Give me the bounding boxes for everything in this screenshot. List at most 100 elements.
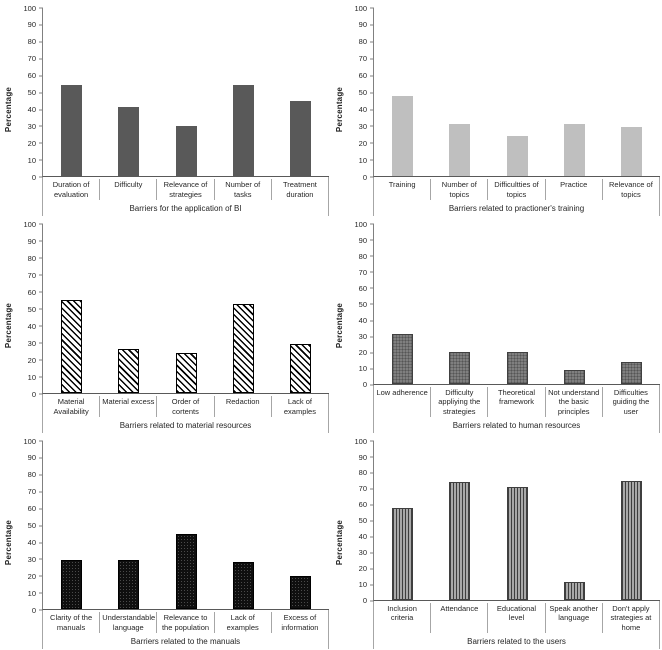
bar	[175, 533, 197, 610]
bar-slot	[272, 441, 329, 610]
y-tick-mark	[39, 223, 43, 225]
bar	[449, 351, 471, 384]
y-tick-label: 10	[27, 372, 36, 382]
y-tick-label: 40	[358, 315, 367, 325]
bar	[392, 507, 414, 600]
category-label: Inclusion criteria	[387, 603, 417, 623]
y-tick-mark	[370, 176, 374, 178]
bar	[232, 562, 254, 610]
y-tick-mark	[370, 255, 374, 257]
y-tick-mark	[39, 457, 43, 459]
bar	[175, 352, 197, 394]
bar	[563, 124, 585, 177]
y-tick-label: 80	[358, 468, 367, 478]
y-tick-mark	[39, 440, 43, 442]
bar	[620, 127, 642, 177]
y-tick-label: 60	[27, 70, 36, 80]
y-tick-label: 70	[358, 484, 367, 494]
bar	[506, 487, 528, 600]
bar-slot	[603, 8, 660, 177]
bar-slot	[215, 8, 272, 177]
bar	[61, 560, 83, 610]
y-axis-title: Percentage	[333, 218, 347, 433]
category-label: Treatment duration	[270, 179, 328, 200]
y-tick-mark	[370, 520, 374, 522]
chart-body: 0 10 20 30 40 50 60 70 80 90 100 Low adherence Diff…	[347, 218, 660, 433]
y-tick-label: 50	[27, 520, 36, 530]
y-tick-label: 30	[27, 554, 36, 564]
chart-body: 0 10 20 30 40 50 60 70 80 90 100 Material Availabi…	[16, 218, 329, 433]
y-tick-mark	[39, 109, 43, 111]
y-tick-mark	[370, 271, 374, 273]
category-label: Order of cortents	[156, 396, 213, 417]
y-tick-mark	[370, 552, 374, 554]
category-label: Not understand the basic principles	[544, 386, 602, 417]
y-tick-mark	[39, 308, 43, 310]
bar-slot	[272, 224, 329, 394]
y-tick-label: 90	[27, 20, 36, 30]
category-label: Low adherence	[376, 387, 428, 397]
y-tick-mark	[39, 359, 43, 361]
y-axis-title-text: Percentage	[4, 86, 14, 132]
y-tick-mark	[370, 384, 374, 386]
y-tick-label: 100	[23, 436, 36, 446]
y-tick-label: 100	[354, 3, 367, 13]
bar	[232, 85, 254, 177]
chart-panel: Percentage 0 10 20 30 40 50 60 70 80 90 100 Clarit…	[0, 433, 331, 649]
bar-slot	[43, 8, 100, 177]
y-tick-label: 20	[358, 138, 367, 148]
chart-body: 0 10 20 30 40 50 60 70 80 90 100 Duration of evalu…	[16, 2, 329, 216]
plot-row: 0 10 20 30 40 50 60 70 80 90 100	[347, 437, 660, 604]
category-label: Difficulties guiding the user	[601, 386, 659, 417]
bar	[175, 125, 197, 177]
y-axis: 0 10 20 30 40 50 60 70 80 90 100	[16, 220, 43, 398]
bar-slot	[157, 441, 214, 610]
category-axis: Inclusion criteria Attendance Educational …	[374, 601, 659, 635]
plot-area	[42, 441, 329, 611]
y-axis: 0 10 20 30 40 50 60 70 80 90 100	[347, 220, 374, 388]
y-tick-mark	[39, 142, 43, 144]
category-label: Theoretical framework	[487, 386, 544, 417]
y-tick-mark	[370, 109, 374, 111]
y-tick-mark	[39, 58, 43, 60]
bar-slot	[546, 8, 603, 177]
y-axis-title: Percentage	[333, 2, 347, 216]
x-axis-title: Barriers related to practioner's trainin…	[448, 204, 585, 213]
category-axis: Low adherence Difficulty appliying the st…	[374, 385, 659, 419]
y-axis: 0 10 20 30 40 50 60 70 80 90 100	[16, 437, 43, 614]
bar-slot	[157, 8, 214, 177]
category-label: Duration of evaluation	[52, 180, 90, 199]
bar	[392, 334, 414, 384]
bar-slot	[603, 441, 660, 600]
y-tick-mark	[370, 142, 374, 144]
plot-area	[373, 441, 660, 601]
category-label: Attendance	[430, 602, 487, 633]
bar-slot	[157, 224, 214, 394]
y-tick-mark	[370, 472, 374, 474]
y-tick-label: 100	[354, 219, 367, 229]
bar-slot	[374, 441, 431, 600]
plot-row: 0 10 20 30 40 50 60 70 80 90 100	[347, 4, 660, 181]
y-tick-label: 80	[27, 37, 36, 47]
y-tick-mark	[39, 125, 43, 127]
y-tick-label: 80	[27, 253, 36, 263]
category-label: Educational level	[487, 602, 544, 633]
category-label: Clarity of the manuals	[50, 613, 93, 632]
category-label: Speak another language	[544, 602, 602, 633]
y-tick-label: 100	[354, 436, 367, 446]
y-tick-mark	[370, 239, 374, 241]
bar	[506, 135, 528, 177]
category-label: Material excess	[99, 396, 156, 417]
y-tick-mark	[39, 24, 43, 26]
bar-slot	[215, 224, 272, 394]
bar	[61, 85, 83, 177]
bar	[118, 107, 140, 177]
x-axis-title: Barriers related to the manuals	[130, 637, 241, 646]
y-axis-title-text: Percentage	[335, 302, 345, 349]
chart-panel: Percentage 0 10 20 30 40 50 60 70 80 90 100 Traini…	[331, 0, 662, 216]
bar-slot	[100, 8, 157, 177]
y-tick-mark	[370, 456, 374, 458]
bar-slot	[374, 224, 431, 384]
y-tick-label: 80	[27, 470, 36, 480]
bars	[374, 8, 660, 177]
